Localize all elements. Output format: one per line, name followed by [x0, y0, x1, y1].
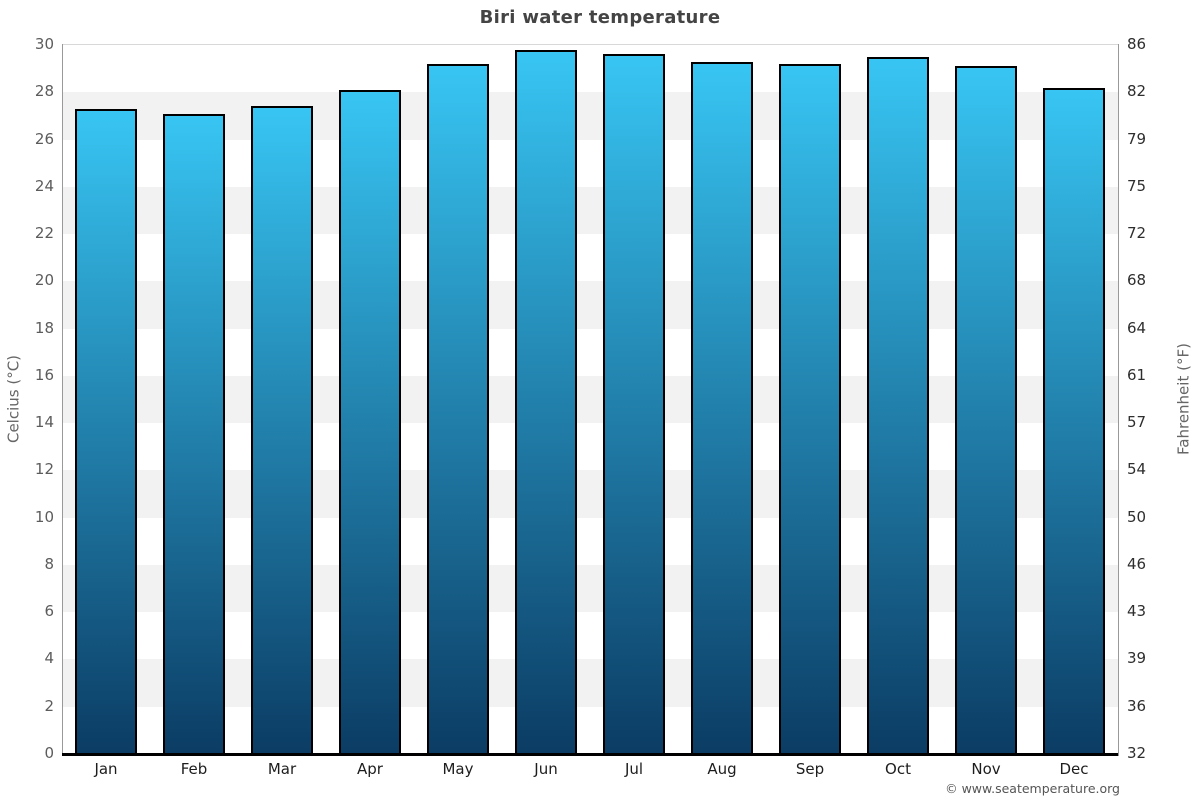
bar-jul[interactable]: [603, 54, 665, 754]
grid-band: [62, 423, 1118, 471]
y-tick-fahrenheit: 32: [1127, 744, 1147, 762]
y-tick-celsius: 4: [44, 649, 54, 668]
y-tick-celsius: 0: [44, 744, 54, 762]
y-tick-fahrenheit: 64: [1127, 318, 1147, 337]
x-tick-jan: Jan: [94, 760, 118, 778]
y-tick-fahrenheit: 50: [1127, 507, 1147, 526]
grid-band: [62, 564, 1118, 613]
y-tick-fahrenheit: 82: [1127, 82, 1147, 101]
plot-area: [62, 44, 1118, 756]
grid-band: [62, 281, 1118, 329]
y-tick-celsius: 24: [34, 176, 54, 195]
y-tick-fahrenheit: 57: [1127, 413, 1147, 432]
x-tick-may: May: [442, 760, 474, 778]
grid-band: [62, 706, 1118, 754]
bar-aug[interactable]: [691, 61, 753, 754]
x-tick-dec: Dec: [1059, 760, 1089, 778]
bar-feb[interactable]: [163, 113, 225, 754]
grid-band: [62, 186, 1118, 235]
bar-oct[interactable]: [867, 56, 929, 754]
x-tick-sep: Sep: [795, 760, 825, 778]
grid-band: [62, 517, 1118, 565]
y-axis-line-right: [1118, 44, 1119, 756]
bar-may[interactable]: [427, 63, 489, 754]
y-tick-celsius: 6: [44, 602, 54, 621]
y-tick-celsius: 8: [44, 554, 54, 573]
y-tick-celsius: 10: [34, 507, 54, 526]
y-tick-fahrenheit: 46: [1127, 554, 1147, 573]
x-axis-line: [62, 753, 1118, 756]
y-tick-fahrenheit: 86: [1127, 35, 1147, 53]
bar-sep[interactable]: [779, 63, 841, 754]
x-tick-feb: Feb: [180, 760, 208, 778]
y-tick-fahrenheit: 54: [1127, 460, 1147, 479]
y-tick-celsius: 2: [44, 696, 54, 715]
y-tick-celsius: 12: [34, 460, 54, 479]
x-tick-jun: Jun: [534, 760, 558, 778]
bar-mar[interactable]: [251, 106, 313, 754]
y-tick-fahrenheit: 61: [1127, 365, 1147, 384]
y-axis-title-celsius: Celcius (°C): [4, 354, 23, 444]
y-tick-celsius: 16: [34, 365, 54, 384]
grid-band: [62, 470, 1118, 518]
copyright-link[interactable]: © www.seatemperature.org: [945, 781, 1120, 796]
x-tick-oct: Oct: [885, 760, 911, 778]
chart-title: Biri water temperature: [479, 7, 721, 28]
y-tick-celsius: 26: [34, 129, 54, 148]
x-tick-apr: Apr: [357, 760, 383, 778]
grid-band: [62, 139, 1118, 187]
grid-band: [62, 659, 1118, 707]
y-tick-fahrenheit: 75: [1127, 176, 1147, 195]
grid-band: [62, 375, 1118, 424]
y-axis-line-left: [62, 44, 63, 756]
y-tick-celsius: 22: [34, 224, 54, 243]
y-tick-celsius: 18: [34, 318, 54, 337]
y-tick-celsius: 20: [34, 271, 54, 290]
y-tick-fahrenheit: 43: [1127, 602, 1147, 621]
x-tick-nov: Nov: [971, 760, 1001, 778]
x-tick-mar: Mar: [267, 760, 297, 778]
grid-band: [62, 45, 1118, 93]
y-tick-celsius: 30: [34, 35, 54, 53]
grid-band: [62, 234, 1118, 282]
y-tick-fahrenheit: 39: [1127, 649, 1147, 668]
bar-nov[interactable]: [955, 66, 1017, 754]
grid-band: [62, 92, 1118, 140]
y-axis-title-fahrenheit: Fahrenheit (°F): [1174, 343, 1193, 455]
y-tick-fahrenheit: 79: [1127, 129, 1147, 148]
bar-dec[interactable]: [1043, 87, 1105, 754]
bar-jan[interactable]: [75, 108, 137, 754]
bar-jun[interactable]: [515, 49, 577, 754]
grid-band: [62, 612, 1118, 660]
y-tick-fahrenheit: 68: [1127, 271, 1147, 290]
y-tick-celsius: 14: [34, 413, 54, 432]
x-tick-jul: Jul: [624, 760, 644, 778]
grid-band: [62, 328, 1118, 376]
y-tick-fahrenheit: 72: [1127, 224, 1147, 243]
y-tick-celsius: 28: [34, 82, 54, 101]
x-tick-aug: Aug: [707, 760, 737, 778]
y-tick-fahrenheit: 36: [1127, 696, 1147, 715]
bar-apr[interactable]: [339, 89, 401, 754]
